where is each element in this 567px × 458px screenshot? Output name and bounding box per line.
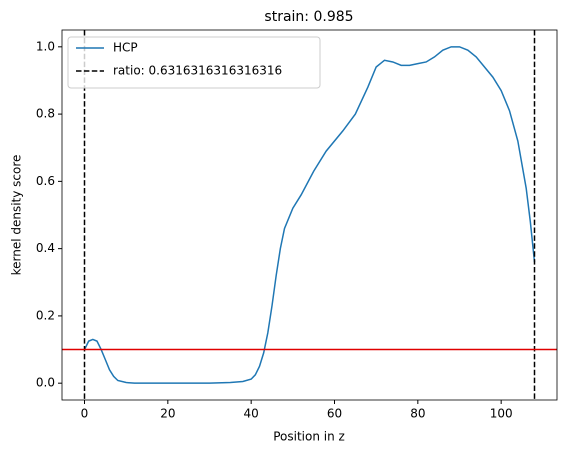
y-axis-label: kernel density score [10, 155, 24, 276]
chart-title: strain: 0.985 [264, 9, 353, 25]
line [83, 46, 536, 384]
x-tick-label: 60 [327, 407, 342, 421]
x-axis-label: Position in z [273, 430, 345, 444]
legend-box [67, 36, 321, 89]
x-tick-label: 100 [490, 407, 513, 421]
x-tick-label: 40 [244, 407, 259, 421]
y-tick-label: 0.8 [36, 107, 55, 121]
legend-label: HCP [113, 41, 138, 55]
legend-label: ratio: 0.6316316316316316 [113, 64, 282, 78]
y-tick-label: 0.0 [36, 376, 55, 390]
plot-frame [61, 29, 558, 401]
y-tick-label: 0.2 [36, 308, 55, 322]
y-tick-label: 1.0 [36, 39, 55, 53]
x-tick-label: 0 [81, 407, 89, 421]
x-tick-label: 80 [410, 407, 425, 421]
x-tick-label: 20 [160, 407, 175, 421]
y-tick-label: 0.6 [36, 174, 55, 188]
y-tick-label: 0.4 [36, 241, 55, 255]
